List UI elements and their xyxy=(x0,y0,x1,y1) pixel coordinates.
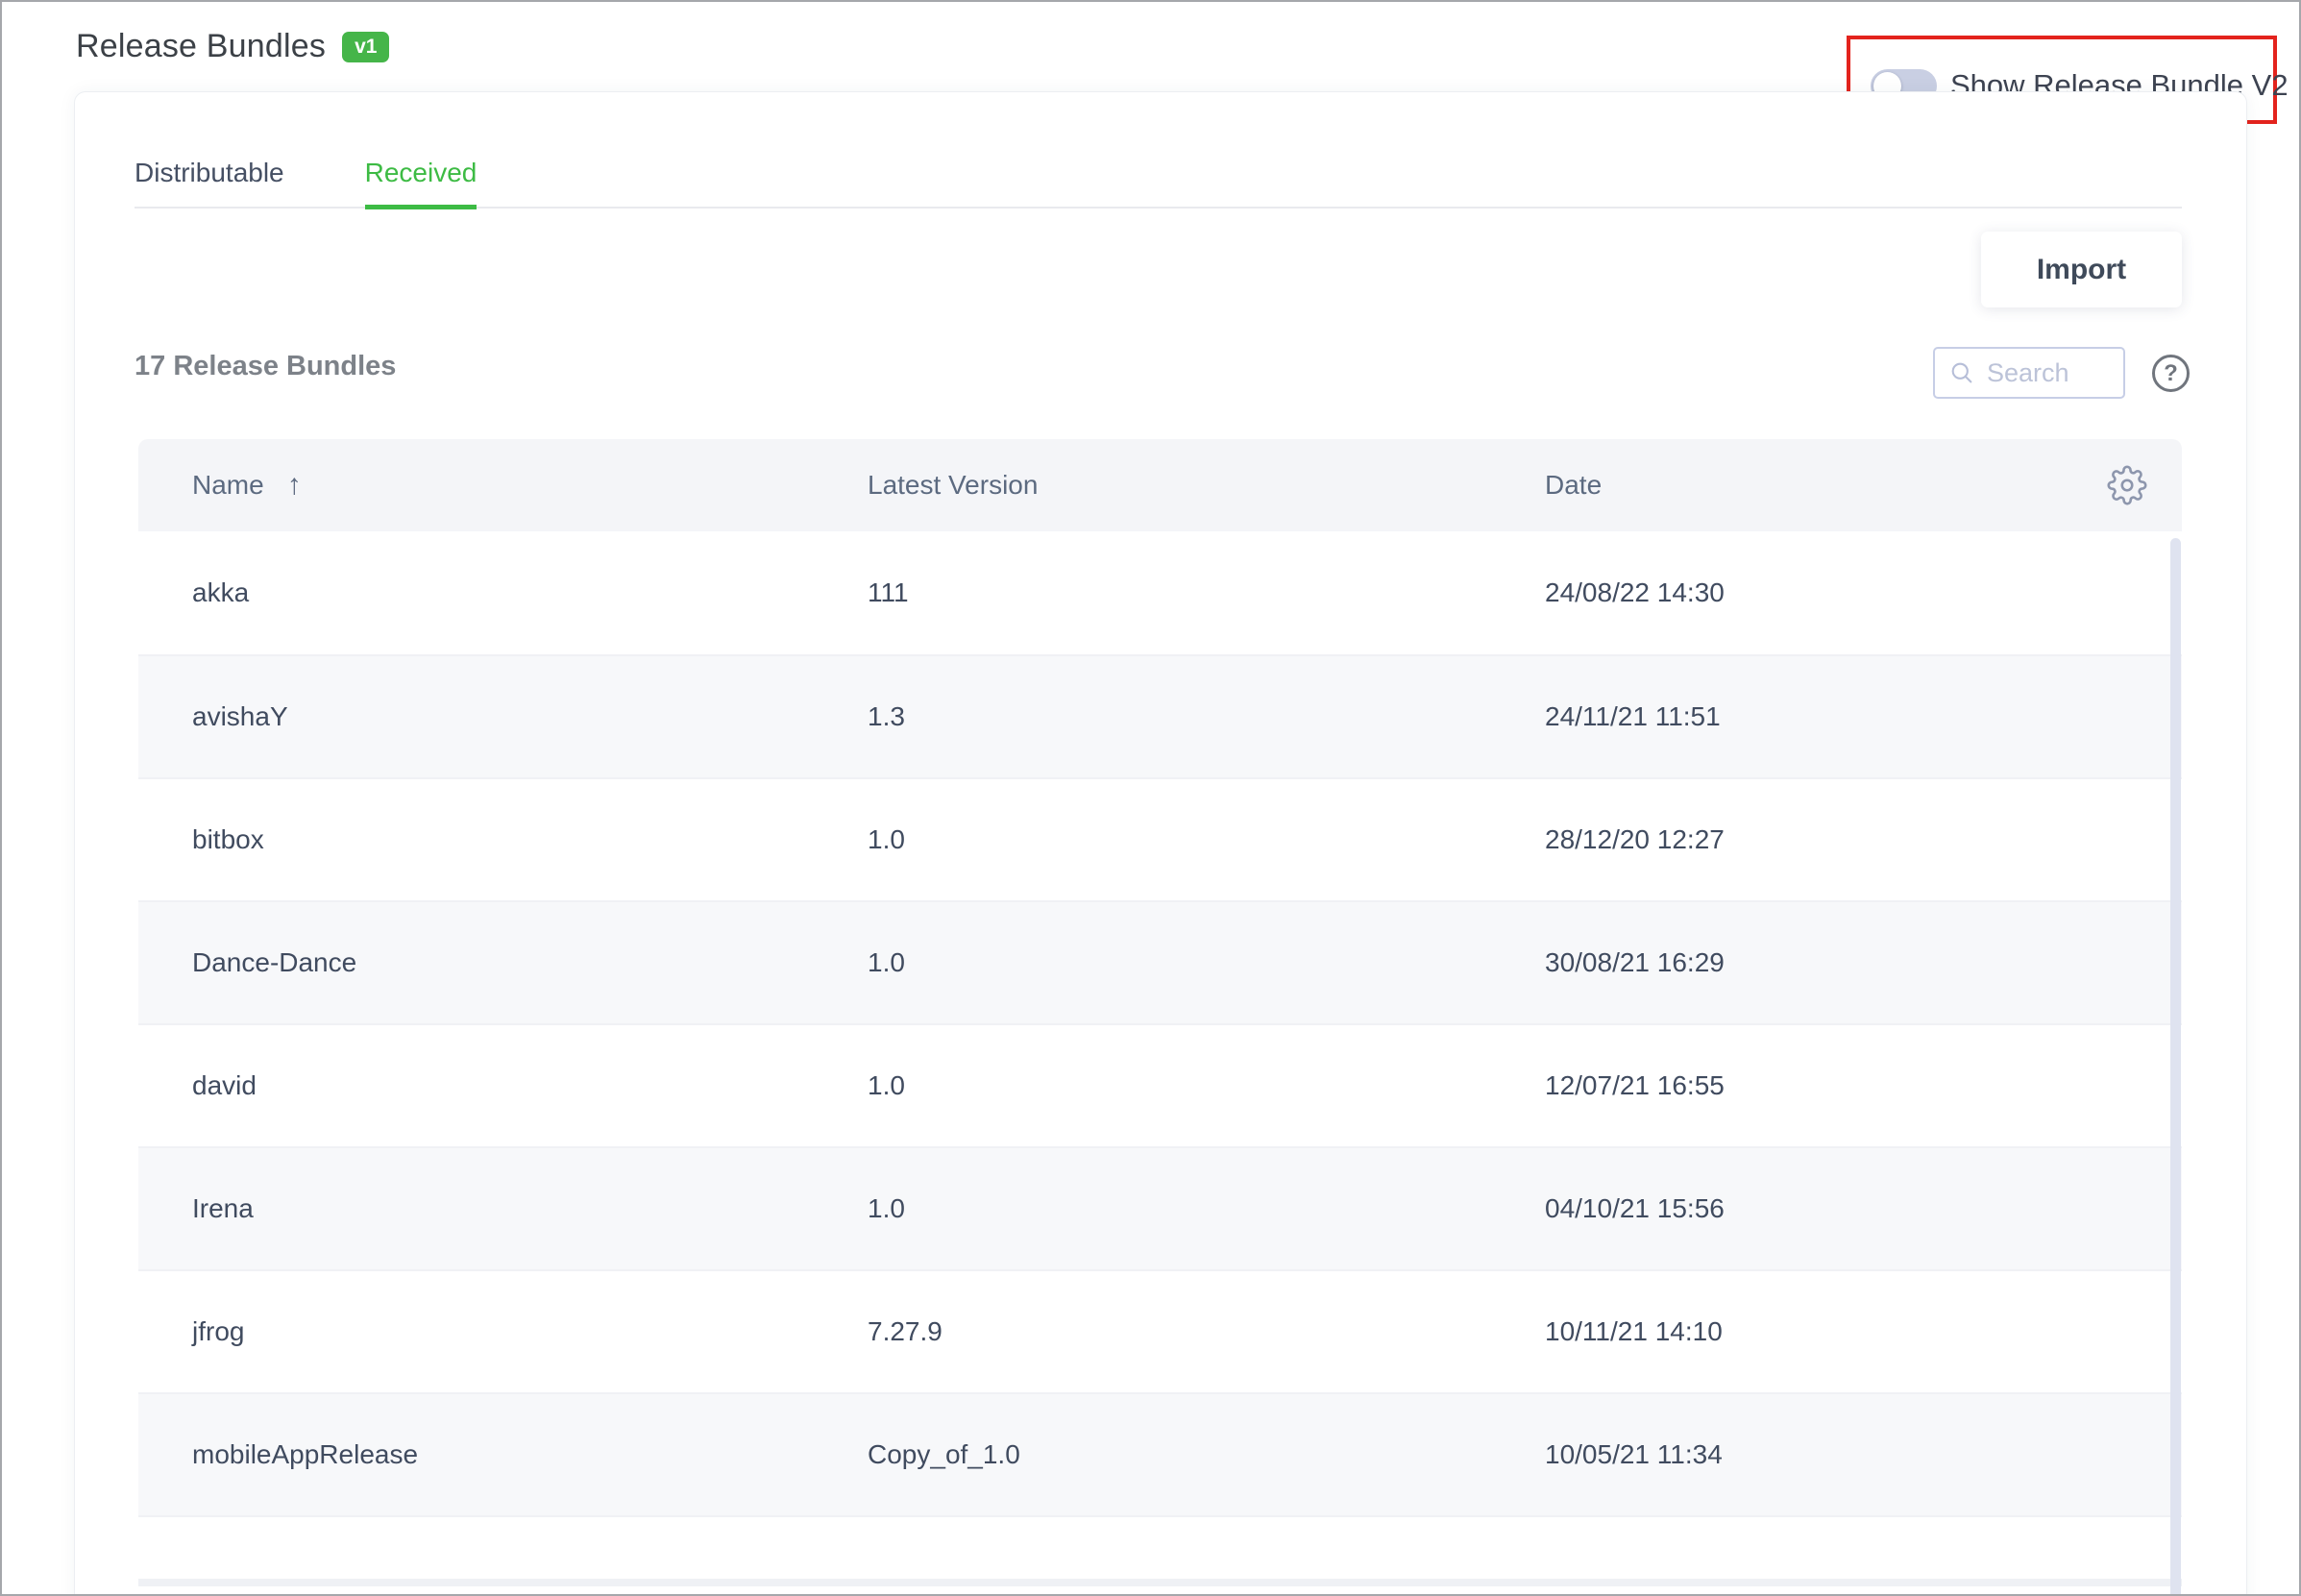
cell-latest-version: 1.0 xyxy=(868,947,905,977)
table-row-partial[interactable] xyxy=(138,1515,2182,1579)
cell-name: Dance-Dance xyxy=(192,947,357,977)
cell-name: mobileAppRelease xyxy=(192,1439,419,1469)
tab-bar: Distributable Received xyxy=(135,156,2182,209)
tab-received[interactable]: Received xyxy=(364,156,477,209)
table-row[interactable]: mobileAppRelease Copy_of_1.0 10/05/21 11… xyxy=(138,1392,2182,1515)
column-settings-gear-icon[interactable] xyxy=(2107,465,2147,505)
table-row[interactable]: bitbox 1.0 28/12/20 12:27 xyxy=(138,777,2182,900)
column-header-name[interactable]: Name ↑ xyxy=(192,470,868,501)
table-row[interactable]: akka 111 24/08/22 14:30 xyxy=(138,531,2182,654)
cell-date: 10/11/21 14:10 xyxy=(1545,1316,1723,1346)
cell-date: 12/07/21 16:55 xyxy=(1545,1070,1725,1100)
table-header: Name ↑ Latest Version Date xyxy=(138,439,2182,531)
page-header: Release Bundles v1 xyxy=(76,28,390,65)
cell-latest-version: 7.27.9 xyxy=(868,1316,942,1346)
cell-latest-version: 111 xyxy=(868,577,909,607)
release-bundles-table: Name ↑ Latest Version Date akka 111 24/0… xyxy=(138,439,2182,1586)
help-icon[interactable]: ? xyxy=(2152,355,2190,392)
cell-date: 28/12/20 12:27 xyxy=(1545,824,1725,854)
cell-date: 24/11/21 11:51 xyxy=(1545,701,1721,731)
cell-date: 04/10/21 15:56 xyxy=(1545,1193,1725,1223)
bundle-count: 17 Release Bundles xyxy=(135,351,397,381)
cell-date: 30/08/21 16:29 xyxy=(1545,947,1725,977)
cell-latest-version: 1.0 xyxy=(868,1070,905,1100)
table-body: akka 111 24/08/22 14:30 avishaY 1.3 24/1… xyxy=(138,531,2182,1515)
cell-name: Irena xyxy=(192,1193,254,1223)
cell-latest-version: 1.3 xyxy=(868,701,905,731)
content-card: Distributable Received Import 17 Release… xyxy=(74,91,2247,1594)
import-button[interactable]: Import xyxy=(1981,232,2182,307)
cell-name: jfrog xyxy=(192,1316,245,1346)
column-label-latest-version: Latest Version xyxy=(868,470,1039,500)
column-header-date[interactable]: Date xyxy=(1545,470,2067,501)
search-icon xyxy=(1951,362,1972,383)
cell-latest-version: 1.0 xyxy=(868,1193,905,1223)
table-footer-strip xyxy=(138,1579,2182,1586)
column-header-latest-version[interactable]: Latest Version xyxy=(868,470,1545,501)
table-row[interactable]: Irena 1.0 04/10/21 15:56 xyxy=(138,1146,2182,1269)
cell-latest-version: Copy_of_1.0 xyxy=(868,1439,1020,1469)
table-scrollbar[interactable] xyxy=(2170,538,2181,1594)
table-row[interactable]: jfrog 7.27.9 10/11/21 14:10 xyxy=(138,1269,2182,1392)
version-badge: v1 xyxy=(342,31,390,62)
search-box[interactable] xyxy=(1933,347,2125,399)
tab-distributable[interactable]: Distributable xyxy=(135,158,284,187)
page-title: Release Bundles xyxy=(76,28,327,64)
search-input[interactable] xyxy=(1987,357,2114,388)
table-row[interactable]: david 1.0 12/07/21 16:55 xyxy=(138,1023,2182,1146)
table-row[interactable]: avishaY 1.3 24/11/21 11:51 xyxy=(138,654,2182,777)
cell-name: bitbox xyxy=(192,824,264,854)
cell-latest-version: 1.0 xyxy=(868,824,905,854)
column-label-name: Name xyxy=(192,470,264,500)
cell-date: 24/08/22 14:30 xyxy=(1545,577,1725,607)
table-row[interactable]: Dance-Dance 1.0 30/08/21 16:29 xyxy=(138,900,2182,1023)
sort-ascending-icon[interactable]: ↑ xyxy=(286,469,302,501)
cell-name: avishaY xyxy=(192,701,288,731)
column-label-date: Date xyxy=(1545,470,1603,500)
cell-date: 10/05/21 11:34 xyxy=(1545,1439,1723,1469)
help-glyph: ? xyxy=(2164,359,2178,386)
cell-name: david xyxy=(192,1070,257,1100)
cell-name: akka xyxy=(192,577,250,607)
